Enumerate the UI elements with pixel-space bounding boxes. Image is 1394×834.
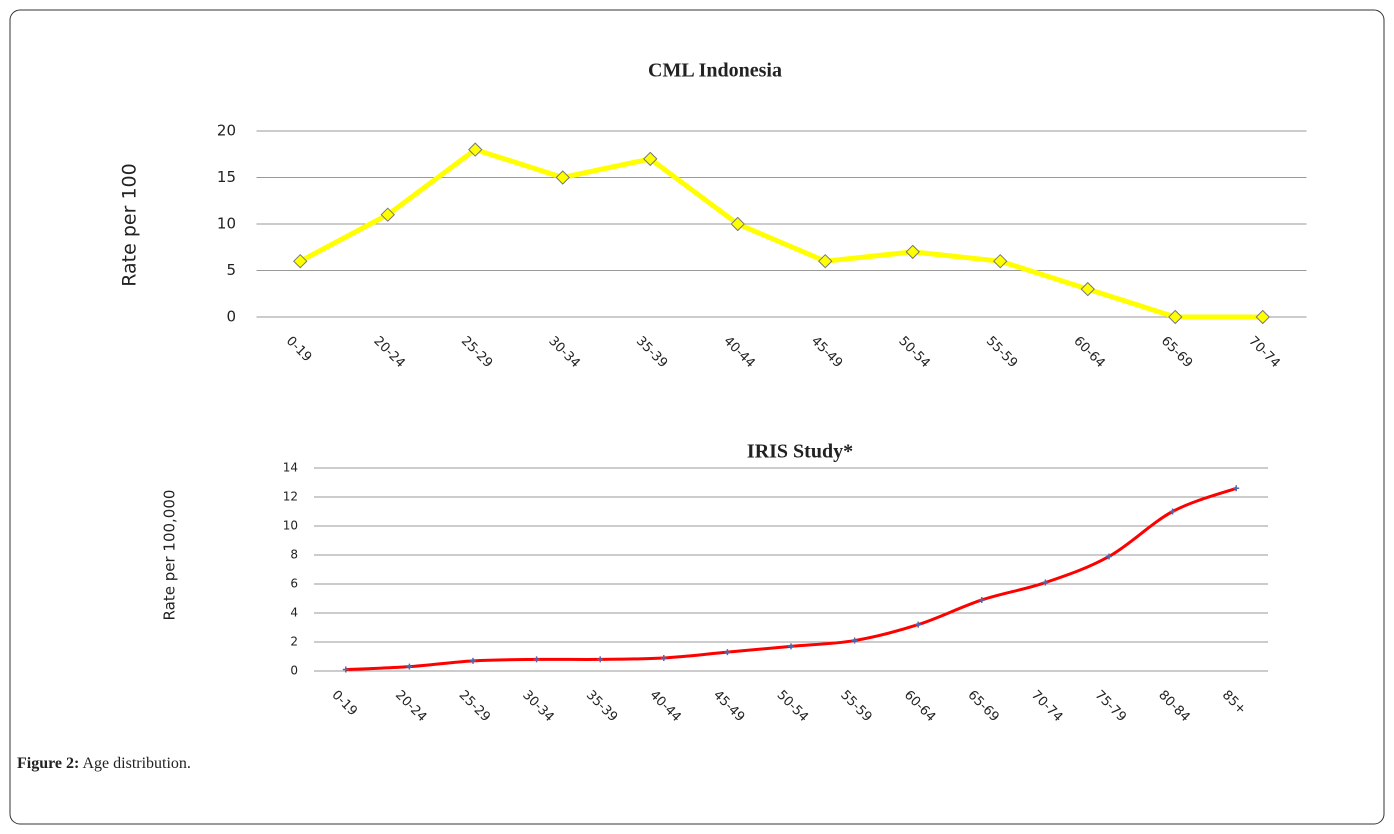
caption: Figure 2: Age distribution. [17, 755, 191, 772]
marker [342, 666, 349, 673]
marker [788, 643, 794, 650]
marker [1255, 309, 1270, 325]
x-tick-label: 35-39 [633, 334, 670, 371]
y-tick-label: 14 [283, 461, 298, 475]
marker [730, 216, 745, 232]
y-tick-label: 20 [217, 122, 236, 140]
x-tick-label: 35-39 [583, 688, 620, 725]
marker [1169, 508, 1176, 515]
marker [724, 649, 731, 656]
x-tick-label: 70-74 [1245, 334, 1282, 371]
x-tick-label: 25-29 [458, 334, 495, 371]
x-tick-label: 65-69 [964, 688, 1001, 725]
x-tick-label: 0-19 [328, 688, 359, 719]
marker [1106, 553, 1112, 560]
x-tick-label: 60-64 [901, 688, 938, 725]
marker [468, 142, 483, 157]
y-tick-label: 12 [283, 490, 298, 504]
y-tick-label: 6 [290, 577, 298, 591]
x-tick-label: 85+ [1219, 688, 1249, 718]
y-tick-label: 5 [226, 261, 236, 279]
marker [533, 656, 540, 663]
caption-label: Figure 2: [17, 755, 79, 772]
chart-title: IRIS Study* [747, 441, 853, 463]
y-tick-label: 10 [283, 519, 298, 533]
marker [660, 654, 667, 661]
marker [818, 253, 833, 269]
marker [597, 656, 604, 663]
marker [293, 253, 308, 269]
x-tick-label: 40-44 [646, 688, 683, 725]
marker [406, 663, 413, 670]
y-axis-label: Rate per 100,000 [161, 490, 179, 621]
x-tick-label: 45-49 [808, 334, 845, 371]
marker [1168, 309, 1183, 325]
x-tick-label: 50-54 [774, 688, 811, 725]
x-tick-label: 60-64 [1070, 334, 1107, 371]
y-tick-label: 4 [290, 606, 298, 620]
x-tick-label: 70-74 [1028, 688, 1065, 725]
line [299, 147, 1263, 320]
line [345, 486, 1237, 672]
x-tick-label: 45-49 [710, 688, 747, 725]
x-tick-label: 65-69 [1158, 334, 1195, 371]
x-tick-label: 55-59 [837, 688, 874, 725]
y-tick-label: 10 [217, 215, 236, 233]
marker [1042, 579, 1049, 586]
marker [1233, 485, 1240, 492]
caption-text: Age distribution. [82, 755, 190, 772]
x-tick-label: 20-24 [370, 334, 407, 371]
marker [915, 621, 922, 628]
marker [643, 151, 658, 167]
y-tick-label: 8 [290, 548, 298, 562]
marker [470, 657, 476, 664]
x-tick-label: 50-54 [895, 334, 932, 371]
x-tick-label: 75-79 [1092, 688, 1129, 725]
marker [993, 253, 1008, 269]
marker [1080, 281, 1095, 297]
y-tick-label: 15 [217, 168, 236, 186]
marker [380, 207, 395, 222]
chart-title: CML Indonesia [648, 60, 782, 82]
marker [978, 596, 985, 603]
y-tick-label: 0 [290, 664, 298, 678]
x-tick-label: 55-59 [983, 334, 1020, 371]
x-tick-label: 30-34 [519, 688, 556, 725]
x-tick-label: 0-19 [283, 334, 314, 365]
marker [905, 244, 920, 260]
marker [555, 170, 570, 185]
x-tick-label: 25-29 [456, 688, 493, 725]
y-tick-label: 2 [290, 635, 298, 649]
y-tick-label: 0 [226, 308, 236, 326]
x-tick-label: 30-34 [545, 334, 582, 371]
frame [9, 9, 1385, 825]
marker [851, 637, 858, 644]
x-tick-label: 20-24 [392, 688, 429, 725]
y-axis-label: Rate per 100 [119, 163, 141, 286]
x-tick-label: 40-44 [720, 334, 757, 371]
x-tick-label: 80-84 [1155, 688, 1192, 725]
